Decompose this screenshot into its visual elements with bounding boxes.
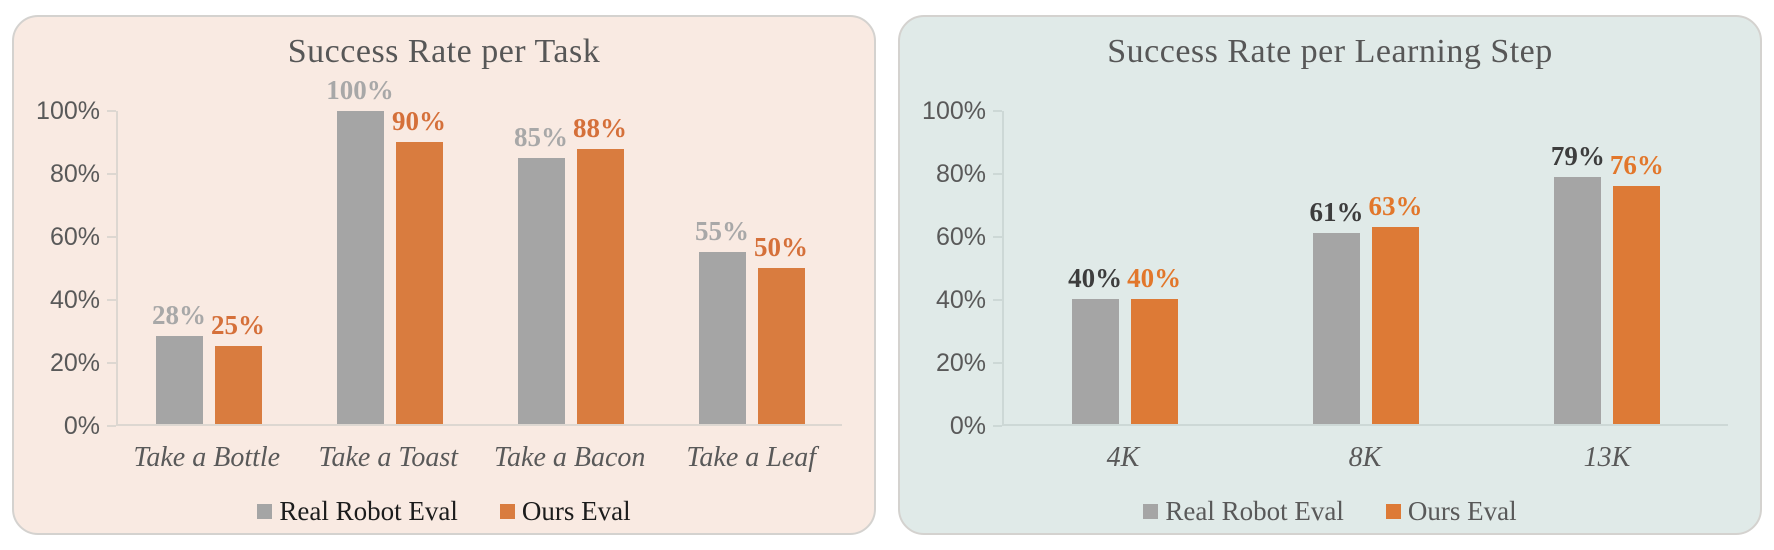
bar: 40% <box>1068 263 1122 424</box>
bar-value-label: 40% <box>1068 262 1123 293</box>
chart-title: Success Rate per Task <box>287 33 601 70</box>
category-label: Take a Leaf <box>686 442 817 473</box>
bar-value-label: 50% <box>754 231 808 262</box>
bar-value-label: 61% <box>1309 197 1364 228</box>
legend-swatch <box>257 504 273 519</box>
y-axis-tick-mark <box>993 236 1002 238</box>
bar: 25% <box>211 310 265 424</box>
bar: 85% <box>514 122 568 424</box>
legend: Real Robot Eval Ours Eval <box>44 496 844 527</box>
category-label: Take a Bacon <box>494 442 646 473</box>
y-axis-tick-label: 100% <box>36 97 100 125</box>
legend-label: Real Robot Eval <box>279 496 458 526</box>
chart-card-success-rate-per-learning-step: Success Rate per Learning Step 40% 40% 61% 6… <box>898 15 1762 535</box>
bar-value-label: 25% <box>211 309 265 340</box>
bar: 79% <box>1551 141 1605 424</box>
bars-row: 28% 25% 100% 90% 85% 88% 55% 50% <box>116 75 842 426</box>
bar: 76% <box>1610 150 1664 424</box>
bar-value-label: 40% <box>1127 262 1182 293</box>
category-label: 8K <box>1348 442 1382 473</box>
category-label: 4K <box>1106 442 1140 473</box>
legend-swatch <box>1143 504 1159 519</box>
bar: 40% <box>1127 263 1181 424</box>
legend-item: Real Robot Eval <box>257 496 458 527</box>
bar-group: 79% 76% <box>1487 111 1728 424</box>
legend-label: Real Robot Eval <box>1165 496 1344 526</box>
bar-value-label: 76% <box>1609 150 1664 181</box>
y-axis-tick-mark <box>107 299 116 301</box>
bar-group: 61% 63% <box>1245 111 1486 424</box>
y-axis-tick-label: 80% <box>49 160 100 188</box>
y-axis-tick-mark <box>107 425 116 427</box>
plot-area: 28% 25% 100% 90% 85% 88% 55% 50% 0% 20% 40% 60% 80% 1… <box>36 75 842 439</box>
bar-group: 100% 90% <box>299 75 480 424</box>
bar-group: 55% 50% <box>661 111 842 424</box>
bar: 88% <box>573 113 627 424</box>
legend-swatch <box>1385 504 1401 519</box>
bar-group: 28% 25% <box>118 111 299 424</box>
bar-value-label: 100% <box>326 75 394 105</box>
bar: 100% <box>326 75 394 424</box>
y-axis-tick-label: 80% <box>935 160 986 188</box>
bar-group: 40% 40% <box>1004 111 1245 424</box>
y-axis-tick-mark <box>993 110 1002 112</box>
category-axis: Take a Bottle Take a Toast Take a Bacon Tak… <box>116 442 842 474</box>
bar: 61% <box>1309 197 1363 424</box>
chart-card-success-rate-per-task: Success Rate per Task 28% 25% 100% 90% 85% 88%… <box>12 15 876 535</box>
y-axis-tick-mark <box>107 110 116 112</box>
y-axis-tick-label: 60% <box>49 223 100 251</box>
y-axis-tick-mark <box>107 236 116 238</box>
bar-group: 85% 88% <box>480 111 661 424</box>
category-label: 13K <box>1583 442 1631 473</box>
y-axis-tick-label: 20% <box>49 349 100 377</box>
bar-value-label: 90% <box>392 106 446 137</box>
y-axis-tick-label: 0% <box>949 412 986 440</box>
y-axis-tick-label: 40% <box>935 286 986 314</box>
legend-item: Ours Eval <box>499 496 631 527</box>
y-axis-tick-label: 40% <box>49 286 100 314</box>
legend-item: Ours Eval <box>1385 496 1517 527</box>
legend-label: Ours Eval <box>521 496 631 526</box>
bar-value-label: 28% <box>152 300 206 331</box>
category-label: Take a Toast <box>318 442 459 473</box>
category-label: Take a Bottle <box>133 442 281 473</box>
legend: Real Robot Eval Ours Eval <box>930 496 1730 527</box>
y-axis-tick-label: 60% <box>935 223 986 251</box>
chart-title: Success Rate per Learning Step <box>1107 33 1553 70</box>
plot-area: 40% 40% 61% 63% 79% 76% 0% 20% 40% 60% 80% 100% <box>922 98 1728 439</box>
y-axis-tick-mark <box>993 425 1002 427</box>
bar: 28% <box>152 300 206 424</box>
y-axis-tick-mark <box>993 173 1002 175</box>
bar: 55% <box>695 216 749 424</box>
bar-value-label: 55% <box>695 215 749 246</box>
bar-value-label: 63% <box>1368 190 1423 221</box>
y-axis-tick-label: 100% <box>922 97 986 125</box>
bar-value-label: 79% <box>1550 140 1605 171</box>
legend-item: Real Robot Eval <box>1143 496 1344 527</box>
legend-label: Ours Eval <box>1407 496 1517 526</box>
bar: 63% <box>1368 191 1422 424</box>
y-axis-tick-label: 20% <box>935 349 986 377</box>
bar-value-label: 88% <box>573 112 627 143</box>
legend-swatch <box>499 504 515 519</box>
category-axis: 4K 8K 13K <box>1002 442 1728 474</box>
y-axis-tick-mark <box>993 299 1002 301</box>
y-axis-tick-mark <box>107 362 116 364</box>
bar: 50% <box>754 232 808 424</box>
bar: 90% <box>392 106 446 424</box>
y-axis-tick-mark <box>993 362 1002 364</box>
bar-value-label: 85% <box>514 121 568 152</box>
bars-row: 40% 40% 61% 63% 79% 76% <box>1002 111 1728 426</box>
y-axis-tick-mark <box>107 173 116 175</box>
y-axis-tick-label: 0% <box>63 412 100 440</box>
